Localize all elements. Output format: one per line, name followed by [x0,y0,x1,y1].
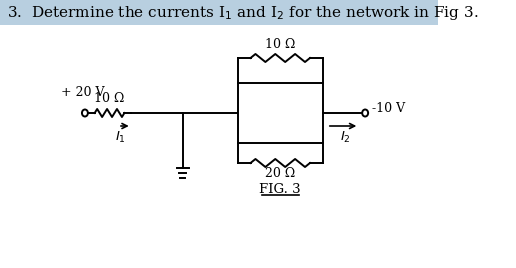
Text: + 20 V: + 20 V [61,86,105,99]
Text: $I_1$: $I_1$ [115,130,126,145]
Text: 3.  Determine the currents I$_1$ and I$_2$ for the network in Fig 3.: 3. Determine the currents I$_1$ and I$_2… [7,4,478,22]
Text: 10 Ω: 10 Ω [94,92,125,105]
Text: 20 Ω: 20 Ω [265,167,295,180]
Text: 10 Ω: 10 Ω [265,38,296,51]
Text: -10 V: -10 V [372,102,405,114]
Text: $I_2$: $I_2$ [340,130,351,145]
FancyBboxPatch shape [0,0,438,25]
Text: FIG. 3: FIG. 3 [260,183,301,196]
Bar [238,83,322,143]
